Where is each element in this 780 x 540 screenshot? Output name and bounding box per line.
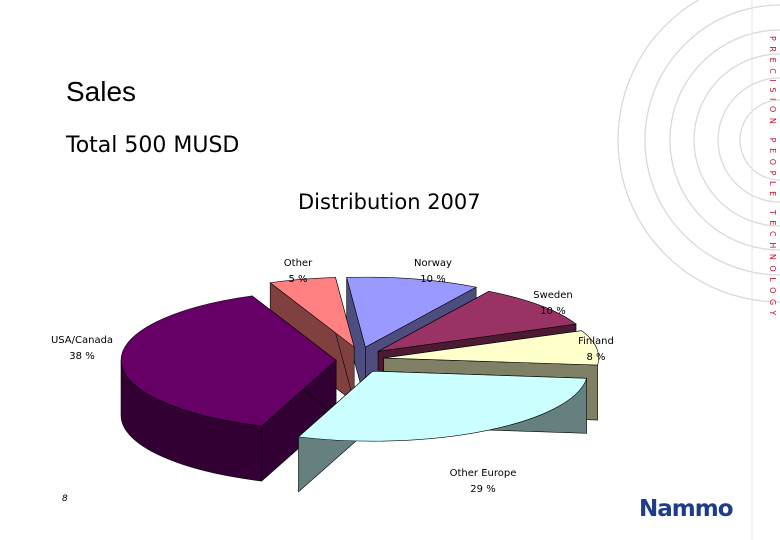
slice-label: Sweden (533, 290, 573, 301)
slice-label: Other (284, 258, 313, 269)
slice-label: Norway (414, 258, 452, 269)
page-title: Sales (66, 76, 137, 107)
slice-value-label: 38 % (69, 351, 94, 362)
pie-slice-usa-canada (120, 295, 337, 482)
page-subtitle: Total 500 MUSD (66, 133, 240, 158)
slice-value-label: 29 % (470, 484, 495, 495)
slice-value-label: 10 % (420, 274, 445, 285)
tagline-text: PRECISION PEOPLE TECHNOLOGY (768, 36, 777, 321)
slice-value-label: 5 % (288, 274, 307, 285)
logo-text: Nammo (639, 496, 734, 522)
slice-label: USA/Canada (51, 335, 113, 346)
slice-label: Other Europe (450, 468, 517, 479)
pie-slice-other-europe (297, 370, 588, 493)
page-number: 8 (62, 494, 68, 504)
slice-value-label: 8 % (586, 352, 605, 363)
chart-title: Distribution 2007 (298, 190, 481, 214)
company-logo: Nammo (639, 497, 741, 521)
slice-label: Finland (578, 336, 614, 347)
slice-value-label: 10 % (540, 306, 565, 317)
tagline: PRECISION PEOPLE TECHNOLOGY (751, 36, 780, 321)
